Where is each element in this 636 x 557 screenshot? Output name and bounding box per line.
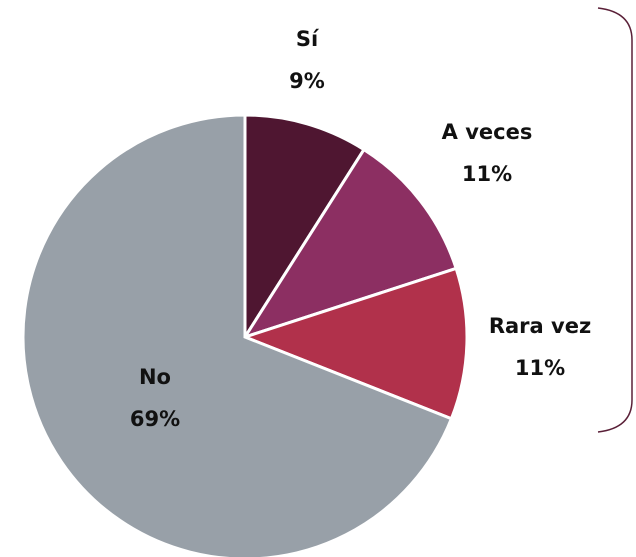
pie bbox=[21, 113, 469, 557]
pie-slice bbox=[240, 266, 469, 421]
labels: Sí 9% A veces 11% Rara vez 11% No 69% bbox=[130, 27, 591, 431]
pie-slice bbox=[21, 113, 454, 557]
pie-slice bbox=[241, 147, 459, 340]
slice-value-label: 11% bbox=[462, 162, 512, 186]
slice-value-label: 9% bbox=[289, 69, 325, 93]
slice-value-label: 11% bbox=[515, 356, 565, 380]
slice-value-label: 69% bbox=[130, 407, 180, 431]
slice-label: Rara vez bbox=[489, 314, 591, 338]
slice-label: A veces bbox=[442, 120, 533, 144]
pie-slice bbox=[243, 113, 367, 343]
bracket-decoration bbox=[597, 7, 633, 433]
slice-label: No bbox=[139, 365, 171, 389]
slice-label: Sí bbox=[296, 27, 320, 51]
